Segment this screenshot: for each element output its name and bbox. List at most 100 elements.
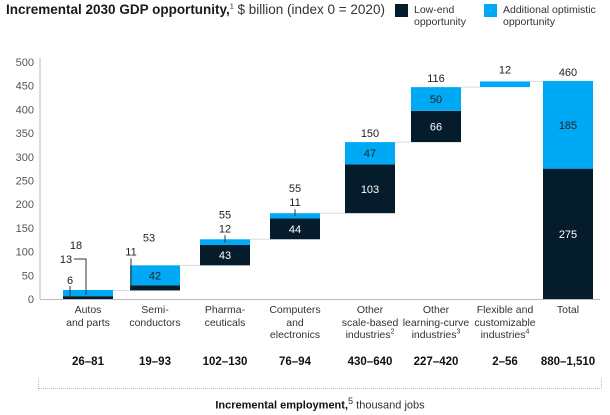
- legend-low-end: Low-end opportunity: [395, 4, 466, 28]
- x-category-label-line: Autos: [74, 304, 102, 316]
- employment-caption-units: thousand jobs: [353, 399, 425, 412]
- employment-value: 102–130: [202, 356, 248, 368]
- title-footnote: 1: [229, 3, 234, 11]
- data-label-total: 55: [289, 183, 301, 195]
- employment-value: 19–93: [139, 356, 171, 368]
- x-category-label-line: ceuticals: [204, 316, 246, 329]
- bar-optimistic: [543, 80, 593, 169]
- bar-optimistic: [480, 81, 530, 88]
- data-label-optimistic: 12: [219, 223, 231, 235]
- x-category-label-line: learning-curve: [402, 316, 470, 329]
- y-tick-label: 400: [16, 104, 34, 116]
- employment-value: 880–1,510: [540, 356, 596, 368]
- x-category-label-line: scale-based: [341, 316, 399, 329]
- data-label-optimistic: 47: [364, 148, 376, 160]
- data-label-optimistic: 185: [559, 120, 577, 132]
- x-category-label-line: conductors: [129, 316, 181, 329]
- bar-optimistic: [130, 265, 180, 286]
- x-category-label-line: electronics: [269, 329, 321, 341]
- data-label-low-end: 66: [430, 121, 442, 133]
- footnote-marker: 3: [456, 328, 461, 336]
- bar-optimistic: [411, 87, 461, 111]
- title-main: Incremental 2030 GDP opportunity,: [6, 2, 230, 17]
- employment-bracket: [38, 378, 602, 389]
- employment-caption-footnote: 5: [348, 396, 354, 406]
- data-label-optimistic: 42: [149, 270, 161, 282]
- x-category-label-line: customizable: [474, 316, 536, 329]
- y-tick-label: 200: [16, 199, 34, 211]
- bar-low-end: [200, 244, 250, 266]
- x-category-label-line: Pharma-: [204, 304, 246, 316]
- legend-label-line: Low-end: [414, 4, 455, 16]
- data-label-total: 150: [361, 128, 379, 140]
- y-tick-label: 0: [28, 294, 34, 306]
- x-category-label-line: Flexible and: [476, 304, 534, 316]
- employment-value: 26–81: [72, 356, 104, 368]
- bar-low-end: [270, 218, 320, 240]
- footnote-marker: 4: [525, 328, 530, 336]
- legend-label-line: opportunity: [503, 16, 555, 28]
- data-label-low-end: 44: [289, 224, 301, 236]
- data-label-low-end: 103: [361, 184, 379, 196]
- y-tick-label: 300: [16, 152, 34, 164]
- x-category-label: Flexible and customizable industries4: [460, 304, 550, 342]
- legend-optimistic: Additional optimistic opportunity: [484, 4, 596, 28]
- legend-label-line: Additional optimistic: [503, 4, 596, 16]
- legend-swatch-low-end: [395, 4, 408, 17]
- title-units: $ billion (index 0 = 2020): [233, 2, 385, 17]
- bar-low-end: [63, 296, 113, 299]
- bar-low-end: [345, 164, 395, 214]
- data-label-total: 460: [559, 67, 577, 79]
- employment-value: 227–420: [413, 356, 459, 368]
- y-tick-label: 450: [16, 81, 34, 93]
- employment-value: 76–94: [279, 356, 311, 368]
- x-category-label-line: industries3: [411, 328, 461, 342]
- y-tick-label: 150: [16, 223, 34, 235]
- data-label-optimistic: 50: [430, 94, 442, 106]
- x-category-label: Other scale-based industries2: [325, 304, 415, 342]
- employment-caption: Incremental employment,5 thousand jobs: [0, 396, 610, 412]
- chart-title: Incremental 2030 GDP opportunity,1 $ bil…: [6, 2, 385, 17]
- x-category-label-line: industries2: [345, 328, 395, 342]
- data-label-low-end: 11: [125, 246, 136, 258]
- x-category-label-line: Computers: [269, 304, 321, 316]
- y-tick-label: 50: [22, 270, 34, 282]
- data-label-optimistic: 11: [289, 197, 300, 209]
- y-tick-label: 500: [16, 57, 34, 69]
- y-tick-label: 350: [16, 128, 34, 140]
- x-category-label: Semi-conductors: [110, 304, 200, 329]
- employment-value: 2–56: [492, 356, 518, 368]
- legend-label-line: opportunity: [414, 16, 466, 28]
- x-category-label: Autos and parts: [43, 304, 133, 329]
- x-category-label: Computers and electronics: [250, 304, 340, 342]
- x-category-label: Total: [523, 304, 610, 317]
- y-tick-label: 100: [16, 247, 34, 259]
- employment-caption-main: Incremental employment,: [215, 399, 348, 412]
- x-category-label: Pharma-ceuticals: [180, 304, 270, 329]
- x-category-label-line: industries4: [480, 328, 530, 342]
- x-category-label-line: Other: [356, 304, 384, 316]
- data-label-low-end: 275: [559, 229, 577, 241]
- footnote-marker: 2: [390, 328, 395, 336]
- data-label-optimistic: 13: [60, 254, 72, 266]
- data-label-total: 116: [427, 73, 445, 85]
- x-category-label-line: and parts: [66, 316, 110, 329]
- data-label-total: 12: [499, 64, 511, 76]
- callout-line: [74, 258, 87, 295]
- legend-swatch-optimistic: [484, 4, 497, 17]
- legend-label-optimistic: Additional optimistic opportunity: [503, 4, 596, 28]
- employment-value: 430–640: [347, 356, 393, 368]
- bar-optimistic: [345, 142, 395, 165]
- x-category-label-line: Total: [556, 304, 580, 316]
- y-tick-label: 250: [16, 176, 34, 188]
- legend-label-low-end: Low-end opportunity: [414, 4, 466, 28]
- x-category-label-line: Semi-: [141, 304, 169, 316]
- bar-optimistic: [63, 289, 113, 297]
- bar-low-end: [130, 285, 180, 291]
- bar-low-end: [411, 110, 461, 143]
- data-label-total: 53: [143, 232, 155, 244]
- bar-low-end: [543, 168, 593, 299]
- data-label-low-end: 43: [219, 250, 231, 262]
- data-label-total: 55: [219, 209, 231, 221]
